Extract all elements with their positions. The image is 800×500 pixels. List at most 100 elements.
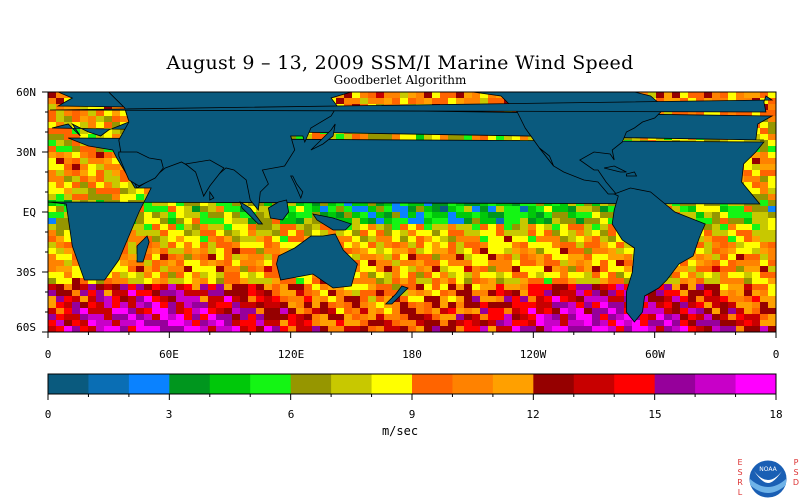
wind-cell: [440, 212, 448, 218]
wind-cell: [504, 212, 512, 218]
wind-cell: [216, 230, 224, 236]
wind-cell: [216, 272, 224, 278]
wind-cell: [200, 254, 208, 260]
wind-cell: [552, 278, 560, 284]
wind-cell: [192, 278, 200, 284]
wind-cell: [368, 92, 376, 98]
wind-cell: [56, 194, 64, 200]
wind-cell: [200, 224, 208, 230]
wind-cell: [400, 254, 408, 260]
wind-cell: [472, 248, 480, 254]
wind-cell: [392, 212, 400, 218]
wind-cell: [280, 302, 288, 308]
wind-cell: [328, 302, 336, 308]
wind-cell: [88, 326, 96, 332]
wind-cell: [120, 194, 128, 200]
wind-cell: [568, 254, 576, 260]
wind-cell: [336, 212, 344, 218]
wind-cell: [232, 278, 240, 284]
wind-cell: [136, 302, 144, 308]
wind-cell: [248, 290, 256, 296]
wind-cell: [168, 302, 176, 308]
wind-cell: [272, 278, 280, 284]
wind-cell: [368, 296, 376, 302]
wind-cell: [768, 146, 776, 152]
wind-cell: [672, 320, 680, 326]
wind-cell: [104, 296, 112, 302]
wind-cell: [768, 182, 776, 188]
wind-cell: [88, 146, 96, 152]
wind-cell: [472, 284, 480, 290]
wind-cell: [440, 278, 448, 284]
wind-cell: [408, 278, 416, 284]
wind-cell: [400, 308, 408, 314]
colorbar-swatch: [695, 374, 737, 394]
wind-cell: [480, 236, 488, 242]
wind-cell: [600, 326, 608, 332]
wind-cell: [528, 326, 536, 332]
wind-cell: [432, 242, 440, 248]
wind-cell: [608, 296, 616, 302]
wind-cell: [256, 260, 264, 266]
wind-cell: [360, 206, 368, 212]
wind-cell: [208, 260, 216, 266]
wind-cell: [224, 254, 232, 260]
wind-cell: [488, 308, 496, 314]
wind-cell: [136, 290, 144, 296]
wind-cell: [384, 134, 392, 140]
land-india: [184, 159, 225, 197]
wind-cell: [592, 236, 600, 242]
wind-cell: [696, 308, 704, 314]
wind-cell: [752, 158, 760, 164]
wind-cell: [64, 134, 72, 140]
wind-cell: [552, 320, 560, 326]
wind-cell: [224, 266, 232, 272]
land-north-america: [436, 92, 666, 195]
wind-cell: [272, 230, 280, 236]
wind-cell: [712, 326, 720, 332]
wind-cell: [400, 248, 408, 254]
wind-cell: [552, 224, 560, 230]
wind-cell: [72, 122, 80, 128]
wind-cell: [224, 200, 232, 206]
wind-cell: [104, 326, 112, 332]
wind-cell: [736, 308, 744, 314]
wind-cell: [464, 320, 472, 326]
wind-cell: [536, 242, 544, 248]
wind-cell: [320, 224, 328, 230]
wind-cell: [560, 206, 568, 212]
wind-cell: [496, 326, 504, 332]
wind-cell: [456, 272, 464, 278]
wind-cell: [464, 278, 472, 284]
wind-cell: [440, 284, 448, 290]
wind-cell: [240, 200, 248, 206]
wind-cell: [48, 152, 56, 158]
wind-cell: [768, 188, 776, 194]
wind-cell: [216, 266, 224, 272]
wind-cell: [440, 320, 448, 326]
wind-cell: [176, 284, 184, 290]
wind-cell: [600, 284, 608, 290]
wind-cell: [616, 278, 624, 284]
wind-cell: [728, 284, 736, 290]
wind-cell: [448, 134, 456, 140]
wind-cell: [584, 236, 592, 242]
colorbar-swatch: [412, 374, 453, 394]
wind-cell: [400, 296, 408, 302]
wind-cell: [264, 302, 272, 308]
wind-cell: [536, 326, 544, 332]
wind-cell: [56, 158, 64, 164]
wind-cell: [464, 272, 472, 278]
wind-cell: [448, 284, 456, 290]
wind-cell: [616, 320, 624, 326]
wind-cell: [168, 296, 176, 302]
wind-cell: [400, 92, 408, 98]
wind-cell: [736, 284, 744, 290]
wind-cell: [712, 278, 720, 284]
wind-cell: [296, 218, 304, 224]
wind-cell: [488, 212, 496, 218]
wind-cell: [64, 128, 72, 134]
wind-cell: [80, 146, 88, 152]
wind-cell: [336, 134, 344, 140]
